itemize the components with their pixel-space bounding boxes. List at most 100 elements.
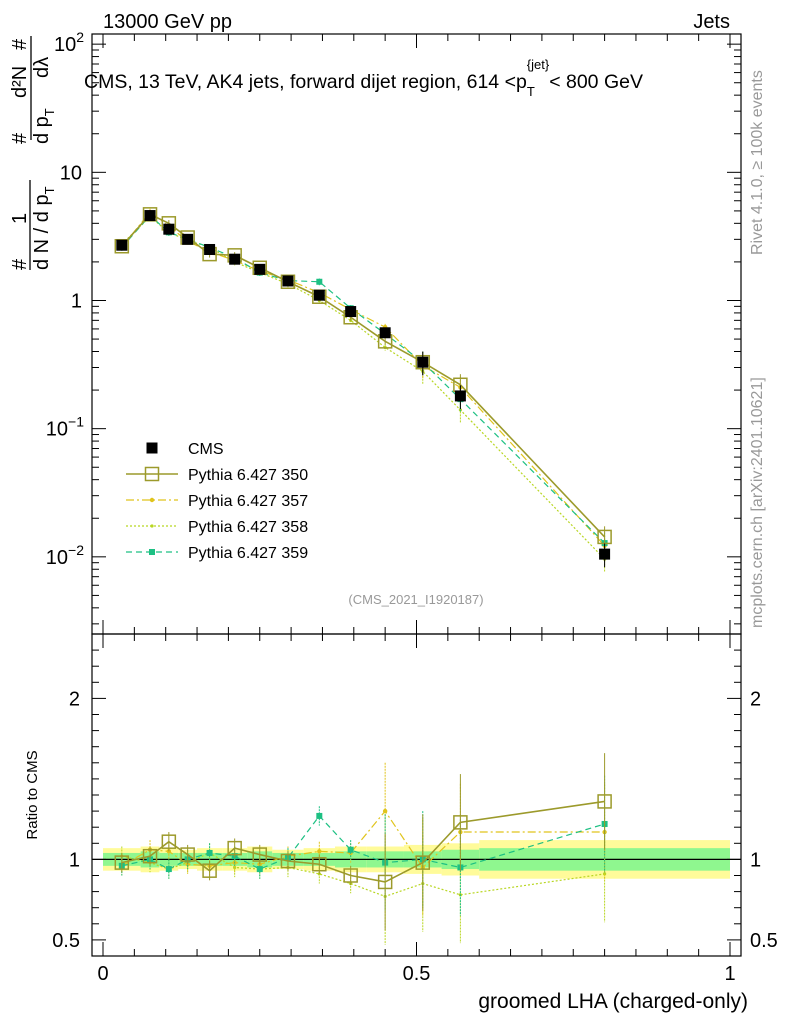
ratio-point-p350 bbox=[142, 848, 158, 864]
legend-item-p359: Pythia 6.427 359 bbox=[126, 545, 308, 562]
ratio-point-p350 bbox=[227, 840, 242, 856]
legend-label: Pythia 6.427 350 bbox=[188, 467, 308, 484]
ratio-point-p359 bbox=[347, 846, 354, 853]
y-tick-label: 102 bbox=[54, 29, 84, 56]
legend-label: Pythia 6.427 359 bbox=[188, 545, 308, 562]
ratio-point-p350 bbox=[312, 856, 327, 872]
legend-marker bbox=[149, 497, 155, 503]
main-series bbox=[114, 207, 612, 573]
data-point-cms bbox=[254, 263, 266, 275]
main-y-axis-label: # 1 d N / d pT # d²N # d pT dλ bbox=[9, 36, 57, 270]
data-point-cms bbox=[454, 390, 466, 402]
ylabel-one: 1 bbox=[9, 213, 31, 224]
ratio-y-tick-label-right: 0.5 bbox=[750, 930, 778, 952]
ratio-point-p359 bbox=[206, 849, 213, 856]
data-point-p350 bbox=[597, 529, 612, 545]
ratio-y-tick-label: 2 bbox=[69, 688, 80, 710]
data-point-cms bbox=[599, 548, 611, 560]
legend-item-cms: CMS bbox=[146, 441, 224, 458]
ratio-point-p350 bbox=[252, 847, 267, 862]
ratio-point-p359 bbox=[316, 812, 323, 819]
legend-marker bbox=[146, 442, 158, 454]
ylabel-dn-dpt: d N / d pT bbox=[31, 186, 57, 270]
data-point-cms bbox=[229, 253, 241, 265]
legend-label: Pythia 6.427 357 bbox=[188, 493, 308, 510]
rivet-version-label: Rivet 4.1.0, ≥ 100k events bbox=[749, 70, 766, 255]
x-axis-label: groomed LHA (charged-only) bbox=[478, 990, 748, 1013]
category-label: Jets bbox=[693, 11, 730, 33]
ratio-point-p358 bbox=[233, 865, 237, 870]
ylabel-dpt: d pT bbox=[31, 108, 57, 144]
ylabel-hash-2: # bbox=[9, 132, 31, 144]
main-y-ticks: 10−2 10−1 1 10 102 bbox=[46, 29, 741, 634]
ratio-panel: 0.5 0.5 1 1 2 2 0 0.5 1 Ratio to CMS groomed LHA… bbox=[24, 633, 778, 1013]
ratio-point-p359 bbox=[256, 866, 263, 873]
legend-item-p358: Pythia 6.427 358 bbox=[126, 519, 308, 536]
source-label: mcplots.cern.ch [arXiv:2401.10621] bbox=[749, 377, 766, 628]
ratio-point-p350 bbox=[202, 863, 217, 878]
y-tick-label: 10−2 bbox=[46, 542, 84, 569]
ratio-point-p350 bbox=[343, 868, 358, 883]
ratio-series bbox=[114, 753, 612, 945]
data-point-p350 bbox=[280, 274, 296, 290]
ratio-point-p359 bbox=[165, 866, 172, 873]
chart-title: CMS, 13 TeV, AK4 jets, forward dijet reg… bbox=[84, 57, 643, 99]
ratio-point-p350 bbox=[415, 855, 431, 870]
main-frame bbox=[91, 33, 742, 635]
ratio-y-tick-label-right: 1 bbox=[750, 849, 761, 871]
data-point-cms bbox=[379, 327, 391, 339]
ratio-point-p357 bbox=[317, 849, 322, 854]
ratio-point-p350 bbox=[180, 847, 195, 862]
energy-label: 13000 GeV pp bbox=[103, 11, 232, 33]
x-tick-label: 1 bbox=[724, 963, 735, 985]
legend-label: Pythia 6.427 358 bbox=[188, 519, 308, 536]
main-panel: 10−2 10−1 1 10 102 CMS, 13 TeV, AK4 jets, fo… bbox=[46, 29, 742, 635]
ratio-point-p350 bbox=[161, 834, 177, 849]
legend-label: CMS bbox=[188, 441, 224, 458]
series-line-p350 bbox=[121, 213, 606, 538]
data-point-cms bbox=[345, 306, 357, 318]
data-point-cms bbox=[282, 275, 294, 287]
ratio-y-tick-label-right: 2 bbox=[750, 688, 761, 710]
ratio-point-p350 bbox=[377, 874, 393, 890]
legend-marker bbox=[149, 549, 155, 555]
data-point-cms bbox=[417, 356, 429, 368]
legend-item-p357: Pythia 6.427 357 bbox=[126, 493, 308, 510]
ylabel-dlambda: dλ bbox=[31, 57, 53, 78]
ratio-y-tick-label: 0.5 bbox=[52, 930, 80, 952]
ylabel-hash-1: # bbox=[9, 258, 31, 270]
ratio-point-p350 bbox=[453, 815, 468, 830]
ylabel-d2n: d²N bbox=[9, 66, 31, 98]
ratio-point-p350 bbox=[597, 794, 612, 809]
y-tick-label: 1 bbox=[71, 290, 82, 312]
data-point-cms bbox=[313, 289, 325, 301]
data-point-cms bbox=[204, 243, 216, 255]
ylabel-hash-3: # bbox=[9, 38, 31, 50]
ratio-ticks: 0.5 0.5 1 1 2 2 0 0.5 1 bbox=[52, 634, 778, 985]
x-tick-label: 0 bbox=[97, 963, 108, 985]
y-tick-label: 10 bbox=[60, 162, 82, 184]
ratio-point-p350 bbox=[280, 853, 296, 869]
analysis-id: (CMS_2021_I1920187) bbox=[348, 592, 483, 607]
data-point-cms bbox=[182, 233, 194, 245]
ratio-series-p350 bbox=[114, 753, 612, 931]
legend: CMS Pythia 6.427 350 Pythia 6.427 357 Pythi… bbox=[126, 441, 308, 562]
ratio-series-p357 bbox=[119, 762, 607, 916]
legend-item-p350: Pythia 6.427 350 bbox=[126, 466, 308, 484]
ratio-y-axis-label: Ratio to CMS bbox=[24, 750, 41, 839]
legend-marker bbox=[144, 466, 160, 482]
ratio-frame bbox=[91, 633, 742, 957]
ratio-point-p350 bbox=[114, 855, 130, 870]
x-tick-label: 0.5 bbox=[403, 963, 431, 985]
data-point-p359 bbox=[316, 278, 323, 285]
ratio-line-p357 bbox=[121, 810, 605, 869]
y-tick-label: 10−1 bbox=[46, 414, 84, 441]
ratio-point-p357 bbox=[382, 808, 388, 814]
data-point-cms bbox=[163, 223, 175, 235]
series-cms bbox=[116, 210, 611, 568]
legend-marker bbox=[150, 524, 154, 528]
data-point-cms bbox=[116, 239, 128, 251]
ratio-y-tick-label: 1 bbox=[69, 849, 80, 871]
data-point-cms bbox=[144, 210, 156, 222]
